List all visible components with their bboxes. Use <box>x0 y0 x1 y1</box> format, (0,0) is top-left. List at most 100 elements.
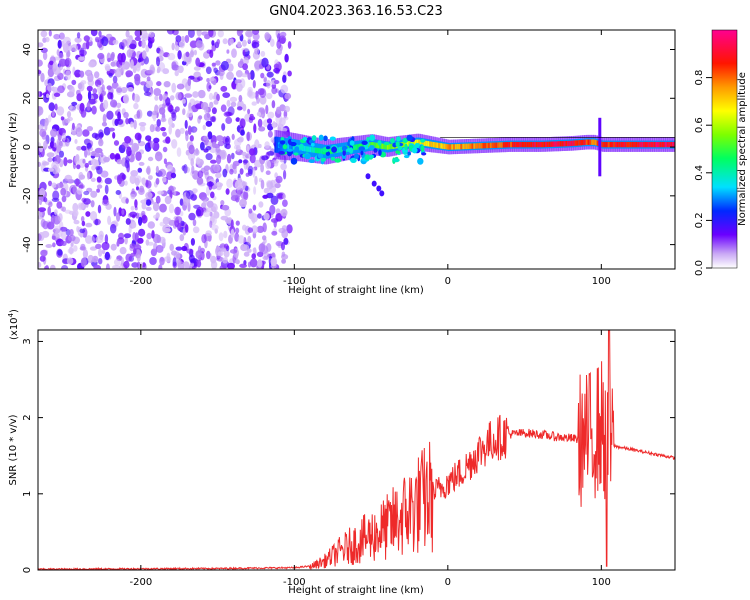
signal-blob <box>318 134 324 141</box>
noise-blob <box>220 85 228 92</box>
noise-blob <box>57 72 64 81</box>
signal-core <box>386 144 390 150</box>
snr-exponent: (x104) <box>7 309 20 340</box>
noise-blob <box>177 50 182 60</box>
noise-blob <box>90 158 97 166</box>
noise-blob <box>97 39 103 48</box>
noise-blob <box>234 79 238 84</box>
signal-core <box>580 140 584 146</box>
signal-core <box>443 143 447 150</box>
noise-blob <box>152 110 157 116</box>
snr-xtick-label: -100 <box>283 577 306 588</box>
signal-blob <box>310 142 315 147</box>
signal-core <box>488 142 491 149</box>
noise-blob <box>266 243 272 252</box>
noise-blob <box>215 60 221 66</box>
noise-blob <box>211 203 218 213</box>
signal-blob <box>420 145 425 152</box>
noise-blob <box>191 165 195 175</box>
noise-blob <box>252 247 257 253</box>
signal-blob <box>294 146 300 153</box>
noise-blob <box>38 198 43 205</box>
noise-blob <box>206 181 214 187</box>
noise-blob <box>222 168 228 178</box>
signal-core <box>609 141 613 148</box>
noise-blob <box>263 212 270 221</box>
signal-core <box>637 141 641 148</box>
noise-blob <box>89 211 98 221</box>
noise-blob <box>104 251 110 261</box>
noise-blob <box>149 124 155 133</box>
noise-blob <box>235 220 240 226</box>
noise-blob <box>265 170 271 175</box>
signal-core <box>617 141 620 148</box>
noise-blob <box>107 92 113 100</box>
noise-blob <box>259 88 267 99</box>
signal-core <box>594 139 598 146</box>
noise-blob <box>53 92 61 98</box>
signal-core <box>418 139 422 145</box>
noise-blob <box>75 127 83 137</box>
colorbar-gradient <box>712 30 737 268</box>
signal-core <box>653 141 657 148</box>
noise-blob <box>129 174 136 185</box>
noise-blob <box>265 104 269 115</box>
signal-core <box>430 141 434 148</box>
noise-blob <box>260 163 264 173</box>
noise-blob <box>184 224 189 233</box>
noise-blob <box>54 209 58 216</box>
signal-core <box>305 146 309 152</box>
noise-blob <box>192 226 200 234</box>
noise-blob <box>79 102 85 112</box>
colorbar-tick-label: 0.0 <box>694 260 705 276</box>
snr-xtick-label: 100 <box>592 577 611 588</box>
noise-blob <box>278 227 286 234</box>
signal-core <box>449 144 453 150</box>
signal-core <box>526 141 530 148</box>
noise-blob <box>159 93 163 102</box>
noise-blob <box>41 230 50 238</box>
noise-blob <box>283 105 291 113</box>
signal-blob <box>325 151 331 156</box>
noise-blob <box>238 159 243 164</box>
noise-blob <box>200 141 205 151</box>
spectrogram-xtick-label: -200 <box>129 276 152 287</box>
noise-blob <box>116 240 120 247</box>
noise-blob <box>209 49 214 58</box>
noise-blob <box>118 232 125 240</box>
signal-core <box>440 143 444 149</box>
noise-blob <box>234 179 242 190</box>
signal-core <box>320 148 324 154</box>
noise-blob <box>97 52 105 60</box>
noise-blob <box>38 59 43 67</box>
noise-blob <box>142 33 150 38</box>
signal-core <box>548 141 552 147</box>
noise-blob <box>258 243 266 253</box>
noise-blob <box>254 175 258 186</box>
signal-blob <box>377 140 382 146</box>
noise-blob <box>208 30 214 38</box>
noise-blob <box>74 155 80 165</box>
signal-blob <box>349 140 355 146</box>
noise-blob <box>85 40 90 50</box>
noise-blob <box>193 66 201 71</box>
signal-blob <box>403 154 410 159</box>
noise-blob <box>256 251 264 258</box>
noise-blob <box>176 83 185 90</box>
noise-blob <box>239 198 247 208</box>
noise-blob <box>216 93 220 102</box>
noise-blob <box>175 128 181 138</box>
noise-blob <box>182 108 186 116</box>
signal-core <box>537 141 541 148</box>
noise-blob <box>171 250 177 256</box>
signal-core <box>502 142 506 148</box>
noise-blob <box>271 86 278 95</box>
noise-blob <box>221 204 230 211</box>
noise-blob <box>147 221 155 229</box>
signal-core <box>552 141 556 147</box>
noise-blob <box>159 256 165 266</box>
noise-blob <box>98 30 102 37</box>
noise-blob <box>134 199 138 208</box>
noise-blob <box>52 164 58 175</box>
noise-blob <box>226 153 232 164</box>
